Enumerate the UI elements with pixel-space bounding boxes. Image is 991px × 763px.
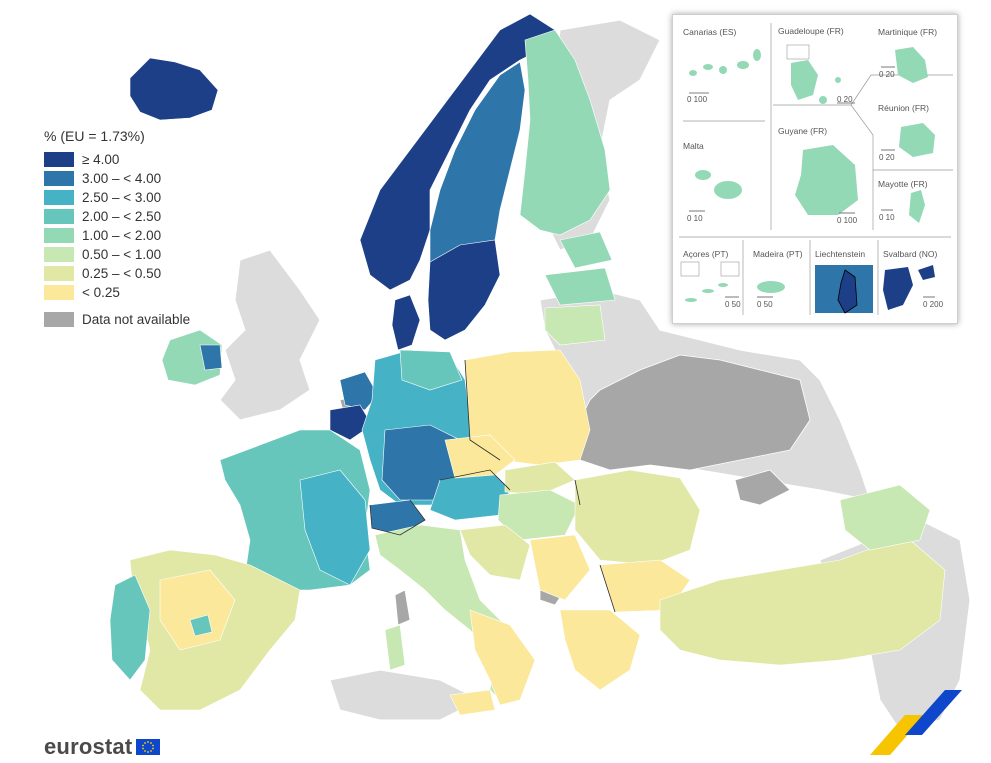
legend-swatch <box>44 209 74 224</box>
inset-guadeloupe-shape <box>786 44 841 104</box>
inset-label-svalbard: Svalbard (NO) <box>883 249 938 259</box>
legend-label: 0.50 – < 1.00 <box>82 247 162 262</box>
legend-swatch <box>44 152 74 167</box>
region-dublin <box>199 344 223 371</box>
region-turkey-east <box>839 484 931 551</box>
scale-label: 0 50 <box>725 300 741 309</box>
scale-label: 0 20 <box>879 70 895 79</box>
region-lithuania <box>544 304 606 346</box>
region-spain-central <box>159 569 236 651</box>
region-sardinia <box>384 624 406 671</box>
legend-swatch <box>44 190 74 205</box>
eurostat-logo: eurostat <box>44 734 161 760</box>
inset-svalbard-shape <box>883 265 935 310</box>
inset-label-guyane: Guyane (FR) <box>778 126 828 136</box>
region-hungary <box>497 489 581 541</box>
region-italy-south <box>469 609 536 706</box>
legend-item: 2.50 – < 3.00 <box>44 188 244 207</box>
inset-label-malta: Malta <box>683 141 704 151</box>
legend-swatch <box>44 312 74 327</box>
inset-label-acores: Açores (PT) <box>683 249 729 259</box>
inset-label-mayotte: Mayotte (FR) <box>878 179 928 189</box>
legend-item-not-available: Data not available <box>44 310 244 329</box>
inset-label-guadeloupe: Guadeloupe (FR) <box>778 26 844 36</box>
scale-label: 0 10 <box>687 214 703 223</box>
legend-label: < 0.25 <box>82 285 120 300</box>
map-legend: % (EU = 1.73%) ≥ 4.00 3.00 – < 4.00 2.50… <box>44 128 244 329</box>
region-germany-north <box>399 349 463 391</box>
legend-label: 1.00 – < 2.00 <box>82 228 162 243</box>
region-iceland <box>129 57 219 121</box>
legend-label: 3.00 – < 4.00 <box>82 171 162 186</box>
region-sicily <box>449 689 496 716</box>
inset-acores-shape <box>680 261 740 302</box>
inset-martinique-shape <box>895 47 928 83</box>
region-paris-southeast <box>299 469 371 586</box>
legend-title: % (EU = 1.73%) <box>44 128 145 144</box>
inset-guyane-shape <box>795 145 858 215</box>
scale-label: 0 50 <box>757 300 773 309</box>
region-turkey <box>659 539 946 666</box>
legend-item: 0.50 – < 1.00 <box>44 245 244 264</box>
region-finland <box>519 29 611 236</box>
legend-label: 0.25 – < 0.50 <box>82 266 162 281</box>
inset-label-martinique: Martinique (FR) <box>878 27 938 37</box>
legend-item: 0.25 – < 0.50 <box>44 264 244 283</box>
legend-label: Data not available <box>82 312 191 327</box>
region-portugal <box>109 574 151 681</box>
region-denmark <box>391 294 421 351</box>
region-estonia <box>559 231 613 269</box>
legend-label: 2.00 – < 2.50 <box>82 209 162 224</box>
inset-maps-panel: Canarias (ES) 0 100 Guadeloupe (FR) 0 20… <box>672 14 958 324</box>
scale-label: 0 10 <box>879 213 895 222</box>
inset-reunion-shape <box>899 123 935 157</box>
region-madrid <box>189 614 213 637</box>
eurostat-wordmark: eurostat <box>44 734 133 759</box>
region-croatia <box>459 524 531 581</box>
inset-maps-drawing <box>679 23 953 315</box>
legend-item: < 0.25 <box>44 283 244 302</box>
legend-swatch <box>44 247 74 262</box>
legend-item: 2.00 – < 2.50 <box>44 207 244 226</box>
legend-swatch <box>44 285 74 300</box>
legend-label: ≥ 4.00 <box>82 152 120 167</box>
region-belgium <box>329 404 373 441</box>
region-czechia <box>444 434 516 479</box>
eu-flag-icon <box>136 739 161 755</box>
legend-swatch <box>44 171 74 186</box>
scale-label: 0 20 <box>837 95 853 104</box>
scale-label: 0 100 <box>837 216 858 225</box>
inset-label-madeira: Madeira (PT) <box>753 249 803 259</box>
region-romania <box>574 469 701 566</box>
inset-madeira-shape <box>757 281 785 293</box>
scale-label: 0 100 <box>687 95 708 104</box>
legend-label: 2.50 – < 3.00 <box>82 190 162 205</box>
inset-canarias-shape <box>689 49 761 76</box>
legend-item: 3.00 – < 4.00 <box>44 169 244 188</box>
region-italy <box>374 524 531 706</box>
region-ireland <box>161 329 223 386</box>
region-latvia <box>544 267 616 306</box>
inset-malta-shape <box>695 170 742 199</box>
corner-ribbon <box>870 690 962 755</box>
inset-label-reunion: Réunion (FR) <box>878 103 930 113</box>
inset-label-canarias: Canarias (ES) <box>683 27 737 37</box>
scale-label: 0 200 <box>923 300 944 309</box>
legend-swatch <box>44 266 74 281</box>
scale-bars <box>689 66 935 298</box>
legend-item: ≥ 4.00 <box>44 150 244 169</box>
region-greece <box>559 609 641 691</box>
inset-label-liechtenstein: Liechtenstein <box>815 249 866 259</box>
region-sweden-south <box>427 239 501 341</box>
region-slovakia <box>504 461 576 496</box>
country-borders <box>369 359 616 613</box>
region-norway <box>359 13 556 291</box>
inset-mayotte-shape <box>909 190 925 223</box>
legend-swatch <box>44 228 74 243</box>
scale-label: 0 20 <box>879 153 895 162</box>
inset-liechtenstein-shape <box>837 269 858 314</box>
legend-item: 1.00 – < 2.00 <box>44 226 244 245</box>
region-serbia <box>529 534 591 601</box>
